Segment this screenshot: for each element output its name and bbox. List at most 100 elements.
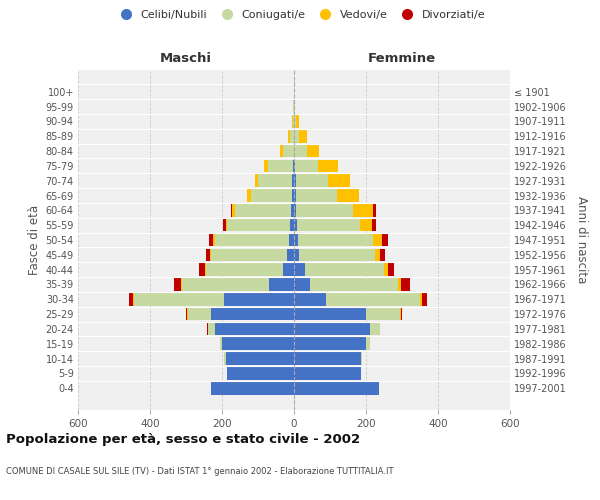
Bar <box>353 204 373 216</box>
Bar <box>296 204 353 216</box>
Bar <box>182 278 269 291</box>
Bar <box>293 115 294 128</box>
Bar <box>255 174 258 187</box>
Bar <box>294 145 307 158</box>
Bar <box>373 219 376 232</box>
Y-axis label: Fasce di età: Fasce di età <box>28 205 41 275</box>
Bar <box>264 160 268 172</box>
Bar <box>398 278 401 291</box>
Bar <box>232 204 235 216</box>
Bar <box>361 352 362 365</box>
Bar <box>206 248 210 261</box>
Bar <box>294 308 366 320</box>
Bar <box>420 293 422 306</box>
Bar <box>294 293 326 306</box>
Bar <box>227 367 294 380</box>
Bar <box>401 308 403 320</box>
Bar <box>366 308 400 320</box>
Legend: Celibi/Nubili, Coniugati/e, Vedovi/e, Divorziati/e: Celibi/Nubili, Coniugati/e, Vedovi/e, Di… <box>110 6 490 25</box>
Bar <box>290 219 294 232</box>
Bar <box>328 174 350 187</box>
Bar <box>206 264 283 276</box>
Bar <box>287 248 294 261</box>
Bar <box>294 248 299 261</box>
Bar <box>230 204 232 216</box>
Bar <box>400 308 401 320</box>
Bar <box>294 352 361 365</box>
Bar <box>305 264 384 276</box>
Bar <box>213 234 215 246</box>
Bar <box>294 322 370 335</box>
Bar <box>294 189 296 202</box>
Text: Femmine: Femmine <box>368 52 436 65</box>
Bar <box>227 219 290 232</box>
Bar <box>269 278 294 291</box>
Bar <box>294 115 296 128</box>
Bar <box>299 130 307 142</box>
Text: Popolazione per età, sesso e stato civile - 2002: Popolazione per età, sesso e stato civil… <box>6 432 360 446</box>
Bar <box>224 352 226 365</box>
Bar <box>289 234 294 246</box>
Bar <box>199 264 205 276</box>
Bar <box>129 293 133 306</box>
Bar <box>251 189 292 202</box>
Bar <box>380 248 385 261</box>
Bar <box>208 322 215 335</box>
Bar <box>188 308 211 320</box>
Bar <box>319 160 338 172</box>
Bar <box>366 338 370 350</box>
Bar <box>174 278 181 291</box>
Bar <box>226 219 227 232</box>
Bar <box>375 248 380 261</box>
Bar <box>224 293 294 306</box>
Bar <box>294 382 379 394</box>
Bar <box>187 308 188 320</box>
Bar <box>226 352 294 365</box>
Bar <box>280 145 283 158</box>
Bar <box>211 382 294 394</box>
Bar <box>288 130 290 142</box>
Y-axis label: Anni di nascita: Anni di nascita <box>575 196 589 284</box>
Bar <box>220 338 222 350</box>
Bar <box>293 160 294 172</box>
Bar <box>209 234 213 246</box>
Text: COMUNE DI CASALE SUL SILE (TV) - Dati ISTAT 1° gennaio 2002 - Elaborazione TUTTI: COMUNE DI CASALE SUL SILE (TV) - Dati IS… <box>6 468 394 476</box>
Bar <box>185 308 187 320</box>
Bar <box>294 264 305 276</box>
Bar <box>360 219 373 232</box>
Bar <box>134 293 224 306</box>
Bar <box>206 322 208 335</box>
Bar <box>210 248 211 261</box>
Bar <box>283 264 294 276</box>
Bar <box>293 100 294 113</box>
Text: Maschi: Maschi <box>160 52 212 65</box>
Bar <box>205 264 206 276</box>
Bar <box>290 130 294 142</box>
Bar <box>298 234 373 246</box>
Bar <box>294 160 295 172</box>
Bar <box>310 278 398 291</box>
Bar <box>294 278 310 291</box>
Bar <box>181 278 182 291</box>
Bar <box>292 174 294 187</box>
Bar <box>292 115 293 128</box>
Bar <box>294 219 297 232</box>
Bar <box>215 322 294 335</box>
Bar <box>373 234 382 246</box>
Bar <box>258 174 292 187</box>
Bar <box>296 115 299 128</box>
Bar <box>223 219 226 232</box>
Bar <box>294 174 296 187</box>
Bar <box>294 234 298 246</box>
Bar <box>294 204 296 216</box>
Bar <box>215 234 289 246</box>
Bar <box>388 264 394 276</box>
Bar <box>211 248 287 261</box>
Bar <box>294 338 366 350</box>
Bar <box>292 189 294 202</box>
Bar <box>422 293 427 306</box>
Bar <box>299 248 375 261</box>
Bar <box>295 160 319 172</box>
Bar <box>222 338 294 350</box>
Bar <box>370 322 380 335</box>
